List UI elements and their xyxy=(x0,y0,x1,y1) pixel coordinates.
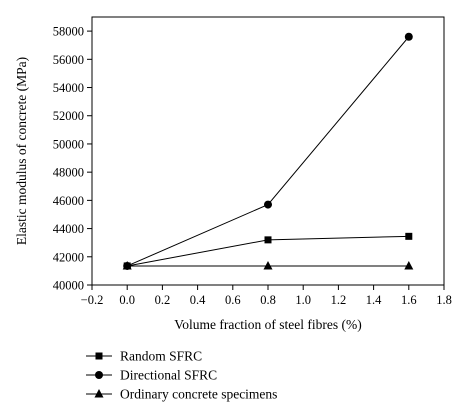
y-tick-label: 56000 xyxy=(53,53,84,67)
series-circle xyxy=(123,32,413,270)
x-tick-label: 0.6 xyxy=(225,293,241,307)
x-tick-label: 0.8 xyxy=(260,293,276,307)
x-tick-label: 1.6 xyxy=(401,293,417,307)
triangle-marker xyxy=(263,260,273,270)
square-marker xyxy=(405,232,413,240)
x-tick-label: 1.0 xyxy=(295,293,311,307)
x-axis-ticks: −0.2 0.0 0.2 0.4 0.6 0.8 1.0 1.2 1.4 1.6 1.8 xyxy=(81,285,452,307)
series-line xyxy=(127,36,410,267)
circle-marker xyxy=(95,371,103,379)
legend-label: Ordinary concrete specimens xyxy=(120,387,277,402)
y-tick-label: 42000 xyxy=(53,250,84,264)
legend-label: Directional SFRC xyxy=(120,368,217,383)
y-axis-title: Elastic modulus of concrete (MPa) xyxy=(14,57,29,245)
y-tick-label: 46000 xyxy=(53,194,84,208)
series-triangle xyxy=(122,260,414,270)
x-tick-label: 1.2 xyxy=(331,293,347,307)
legend-item: Ordinary concrete specimens xyxy=(86,387,277,402)
triangle-marker xyxy=(94,389,104,398)
x-axis-title: Volume fraction of steel fibres (%) xyxy=(174,317,362,332)
y-tick-label: 50000 xyxy=(53,137,84,151)
y-tick-label: 40000 xyxy=(53,279,84,293)
legend-item: Random SFRC xyxy=(86,349,202,364)
x-tick-label: 0.0 xyxy=(119,293,135,307)
y-tick-label: 44000 xyxy=(53,222,84,236)
circle-marker xyxy=(264,200,272,209)
x-tick-label: 0.2 xyxy=(155,293,171,307)
x-tick-label: −0.2 xyxy=(81,293,104,307)
triangle-marker xyxy=(122,260,132,270)
legend-label: Random SFRC xyxy=(120,349,202,364)
y-tick-label: 48000 xyxy=(53,166,84,180)
y-tick-label: 52000 xyxy=(53,109,84,123)
circle-marker xyxy=(404,32,413,41)
x-tick-label: 0.4 xyxy=(190,293,206,307)
square-marker xyxy=(95,352,103,360)
y-tick-label: 54000 xyxy=(53,81,84,95)
y-axis-ticks: 40000 42000 44000 46000 48000 50000 52000 54000… xyxy=(53,25,92,293)
x-tick-label: 1.4 xyxy=(366,293,382,307)
square-marker xyxy=(264,236,272,244)
legend-item: Directional SFRC xyxy=(86,368,217,383)
y-tick-label: 58000 xyxy=(53,25,84,39)
x-tick-label: 1.8 xyxy=(436,293,452,307)
triangle-marker xyxy=(404,260,414,270)
legend: Random SFRC Directional SFRC Ordinary conc… xyxy=(86,349,277,402)
series-layer xyxy=(122,32,414,270)
